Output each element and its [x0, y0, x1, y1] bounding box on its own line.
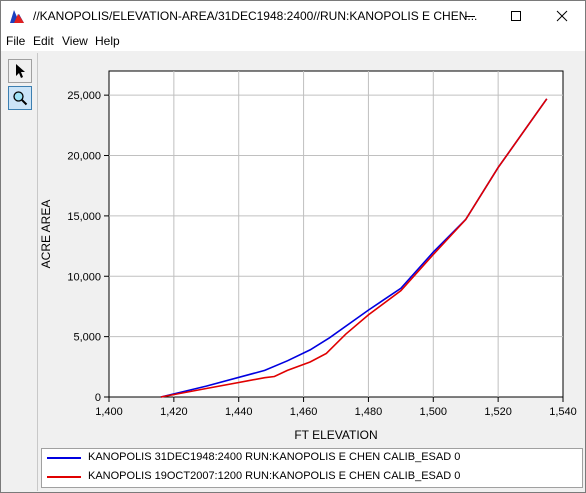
maximize-icon	[511, 11, 521, 21]
series-line-2	[160, 98, 548, 398]
legend-item-1948: KANOPOLIS 31DEC1948:2400 RUN:KANOPOLIS E…	[42, 449, 582, 467]
zoom-tool-button[interactable]	[8, 86, 32, 110]
x-tick-label: 1,500	[420, 406, 448, 418]
legend-item-2007: KANOPOLIS 19OCT2007:1200 RUN:KANOPOLIS E…	[42, 468, 582, 486]
x-tick-label: 1,460	[290, 406, 318, 418]
menu-help[interactable]: Help	[95, 34, 120, 48]
y-tick-label: 25,000	[67, 90, 101, 102]
legend-label-1948: KANOPOLIS 31DEC1948:2400 RUN:KANOPOLIS E…	[88, 451, 461, 463]
minimize-icon	[465, 16, 475, 17]
elevation-area-chart[interactable]: 1,400 1,420 1,440 1,460 1,480 1,500 1,520 1,540…	[1, 1, 586, 446]
window-title: //KANOPOLIS/ELEVATION-AREA/31DEC1948:240…	[33, 9, 478, 23]
y-tick-label: 5,000	[73, 332, 101, 344]
x-tick-label: 1,480	[355, 406, 383, 418]
maximize-button[interactable]	[493, 1, 539, 31]
arrow-pointer-icon	[16, 64, 25, 78]
x-tick-label: 1,440	[225, 406, 253, 418]
toolbar-divider	[37, 53, 38, 491]
minimize-button[interactable]	[447, 1, 493, 31]
x-tick-label: 1,400	[95, 406, 123, 418]
legend-label-2007: KANOPOLIS 19OCT2007:1200 RUN:KANOPOLIS E…	[88, 470, 461, 482]
plot-area	[108, 70, 564, 398]
close-button[interactable]	[539, 1, 585, 31]
title-bar[interactable]: //KANOPOLIS/ELEVATION-AREA/31DEC1948:240…	[1, 1, 585, 31]
pointer-tool-button[interactable]	[8, 59, 32, 83]
menu-file[interactable]: File	[6, 34, 26, 48]
x-tick-label: 1,520	[484, 406, 512, 418]
menu-view[interactable]: View	[62, 34, 88, 48]
legend: KANOPOLIS 31DEC1948:2400 RUN:KANOPOLIS E…	[41, 448, 583, 488]
x-tick-label: 1,540	[549, 406, 577, 418]
legend-swatch-red	[47, 476, 81, 478]
y-tick-label: 0	[95, 392, 101, 404]
legend-swatch-blue	[47, 457, 81, 459]
close-icon	[556, 10, 568, 22]
menu-bar: File Edit View Help	[1, 31, 585, 51]
y-tick-label: 15,000	[67, 211, 101, 223]
app-chart-icon	[10, 10, 24, 23]
magnifier-icon	[13, 91, 28, 106]
y-tick-label: 20,000	[67, 151, 101, 163]
y-axis-label: ACRE AREA	[39, 200, 53, 269]
menu-edit[interactable]: Edit	[33, 34, 54, 48]
x-axis-label: FT ELEVATION	[294, 428, 377, 442]
x-tick-label: 1,420	[160, 406, 188, 418]
y-tick-label: 10,000	[67, 271, 101, 283]
